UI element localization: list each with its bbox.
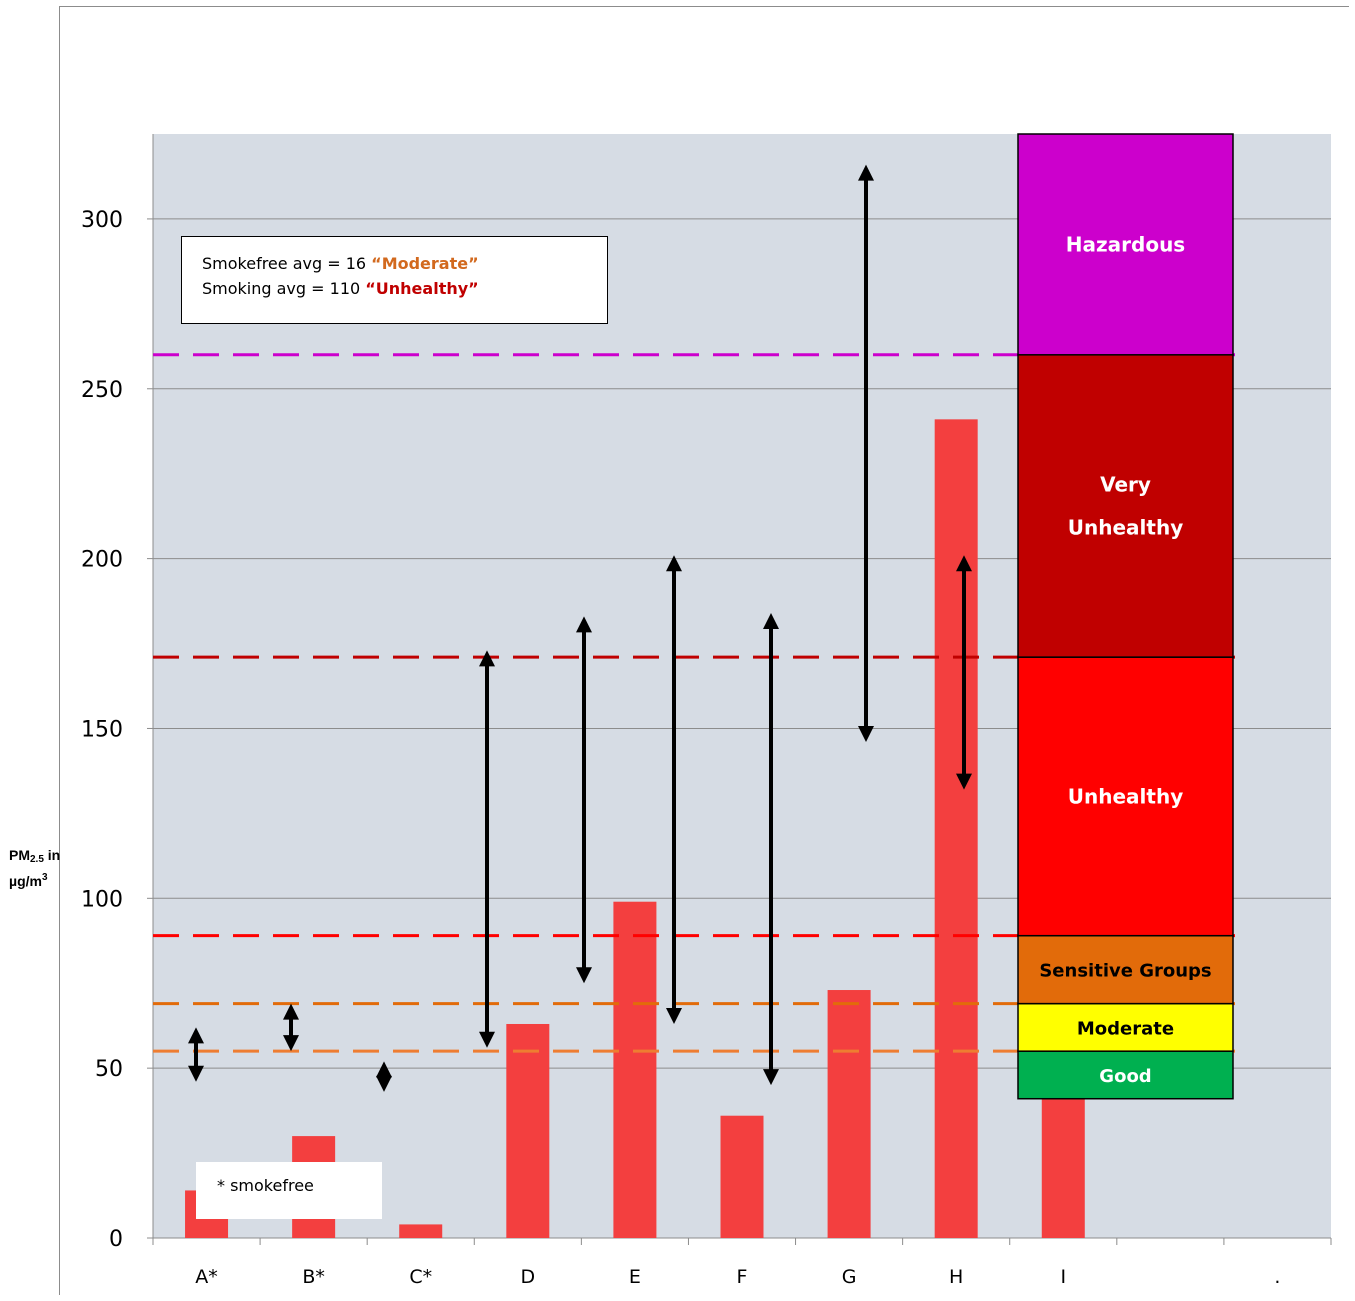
bar <box>720 1115 764 1238</box>
x-tick-label: F <box>737 1266 748 1288</box>
x-tick-label: I <box>1060 1266 1066 1288</box>
aqi-band-label: Good <box>1099 1066 1151 1087</box>
x-tick-label: D <box>520 1266 535 1288</box>
bar <box>613 901 657 1238</box>
aqi-band <box>1017 133 1234 356</box>
range-arrow-head-down <box>576 967 592 984</box>
smokefree-avg-line: Smokefree avg = 16 “Moderate” <box>202 254 479 273</box>
range-arrow-head-down <box>763 1069 779 1086</box>
bar <box>1041 1095 1085 1238</box>
aqi-band-label: Hazardous <box>1066 232 1185 256</box>
range-arrow-head-down <box>858 726 874 743</box>
range-arrow-head-down <box>188 1065 204 1082</box>
y-tick-label: 0 <box>109 1227 123 1252</box>
smoking-avg-line: Smoking avg = 110 “Unhealthy” <box>202 279 479 298</box>
y-tick-label: 250 <box>81 378 123 403</box>
range-arrow-head-up <box>763 612 779 629</box>
range-arrow-head-up <box>283 1003 299 1020</box>
aqi-band <box>1017 354 1234 658</box>
y-tick-label: 50 <box>95 1057 123 1082</box>
range-arrow-head-up <box>188 1027 204 1044</box>
aqi-band-label: Sensitive Groups <box>1039 961 1211 982</box>
x-tick-label: E <box>629 1266 641 1288</box>
x-tick-label: H <box>949 1266 963 1288</box>
bar <box>399 1224 443 1238</box>
y-axis-label: PM2.5 in µg/m3 <box>9 847 61 889</box>
aqi-band <box>1017 1050 1234 1100</box>
y-tick-label: 150 <box>81 717 123 742</box>
y-tick-label: 200 <box>81 548 123 573</box>
x-tick-label: B* <box>302 1266 325 1288</box>
x-tick-label: C* <box>409 1266 432 1288</box>
aqi-band-label: Unhealthy <box>1068 515 1183 539</box>
range-arrow-head-down <box>666 1007 682 1024</box>
x-tick-label: A* <box>195 1266 218 1288</box>
range-arrow-head-down <box>956 773 972 790</box>
bar <box>827 990 871 1238</box>
y-tick-label: 300 <box>81 208 123 233</box>
range-arrow-head-up <box>479 650 495 667</box>
chart-frame <box>59 6 1349 1295</box>
aqi-band-label: Moderate <box>1077 1018 1174 1039</box>
aqi-band <box>1017 1002 1234 1052</box>
range-arrow-head-up <box>956 555 972 572</box>
aqi-band-label: Unhealthy <box>1068 784 1183 808</box>
aqi-band <box>1017 656 1234 937</box>
x-tick-label: G <box>842 1266 857 1288</box>
smokefree-footnote: * smokefree <box>196 1162 382 1219</box>
range-arrow-head-down <box>479 1031 495 1048</box>
aqi-band-label: Very <box>1100 472 1151 496</box>
range-arrow-head-down <box>283 1035 299 1052</box>
bar <box>934 419 978 1238</box>
range-arrow-head-up <box>666 555 682 572</box>
range-arrow-head-up <box>576 616 592 633</box>
x-tick-label: . <box>1274 1266 1280 1288</box>
averages-callout: Smokefree avg = 16 “Moderate” Smoking av… <box>181 236 608 324</box>
range-arrow-head-down <box>376 1075 392 1092</box>
range-arrow-head-up <box>376 1061 392 1078</box>
aqi-band <box>1017 934 1234 1005</box>
bar <box>506 1023 550 1238</box>
range-arrow-head-up <box>858 164 874 181</box>
y-tick-label: 100 <box>81 887 123 912</box>
